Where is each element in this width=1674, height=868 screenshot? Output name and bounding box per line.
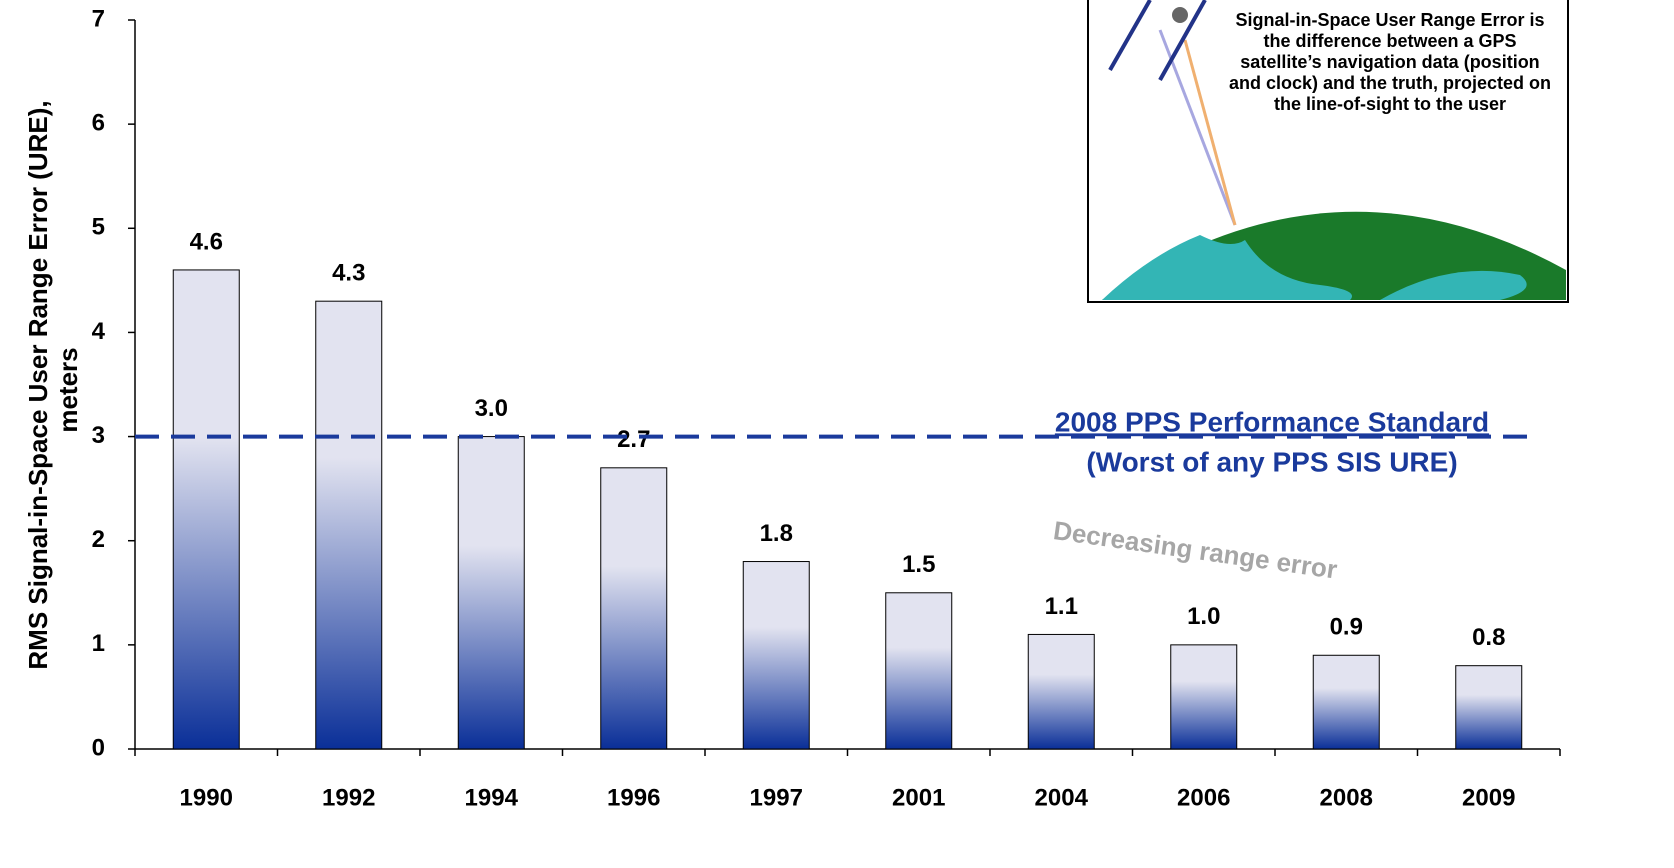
value-label: 0.8 — [1472, 624, 1505, 651]
x-tick-label: 2006 — [1177, 784, 1230, 811]
x-tick-label: 2009 — [1462, 784, 1515, 811]
bar — [316, 301, 382, 749]
value-label: 4.6 — [190, 228, 223, 255]
x-tick-label: 1996 — [607, 784, 660, 811]
y-tick-label: 1 — [92, 630, 105, 657]
value-label: 0.9 — [1330, 614, 1363, 641]
bar — [1313, 655, 1379, 749]
value-label: 1.5 — [902, 551, 935, 578]
x-tick-label: 2008 — [1320, 784, 1373, 811]
inset-text-box: Signal-in-Space User Range Error is the … — [1225, 10, 1555, 220]
value-label: 3.0 — [475, 395, 508, 422]
y-axis-label: RMS Signal-in-Space User Range Error (UR… — [23, 100, 53, 669]
x-tick-label: 1994 — [465, 784, 519, 811]
value-label: 4.3 — [332, 260, 365, 287]
x-tick-label: 2004 — [1035, 784, 1089, 811]
satellite — [1172, 7, 1188, 23]
y-tick-label: 6 — [92, 109, 105, 136]
bar — [1028, 634, 1094, 749]
y-tick-label: 2 — [92, 526, 105, 553]
inset-text: Signal-in-Space User Range Error is the … — [1225, 10, 1555, 115]
bar — [601, 468, 667, 749]
bar — [743, 562, 809, 749]
bar — [886, 593, 952, 749]
bar — [458, 437, 524, 749]
y-tick-label: 7 — [92, 5, 105, 32]
chart: Signal-in-Space User Range Error is the … — [0, 0, 1674, 868]
value-label: 2.7 — [617, 426, 650, 453]
reference-label: (Worst of any PPS SIS URE) — [1086, 446, 1457, 477]
y-tick-label: 4 — [92, 318, 106, 345]
value-label: 1.0 — [1187, 603, 1220, 630]
reference-label: 2008 PPS Performance Standard — [1055, 406, 1489, 437]
inset: Signal-in-Space User Range Error is the … — [1088, 0, 1568, 302]
value-label: 1.1 — [1045, 593, 1078, 620]
y-tick-label: 5 — [92, 214, 105, 241]
trend-annotation: Decreasing range error — [1052, 515, 1340, 585]
x-tick-label: 1990 — [180, 784, 233, 811]
y-tick-label: 0 — [92, 734, 105, 761]
x-tick-label: 1992 — [322, 784, 375, 811]
bar — [1456, 666, 1522, 749]
x-tick-label: 1997 — [750, 784, 803, 811]
y-axis-label: meters — [53, 347, 83, 432]
value-label: 1.8 — [760, 520, 793, 547]
x-tick-label: 2001 — [892, 784, 945, 811]
y-tick-label: 3 — [92, 422, 105, 449]
bar — [1171, 645, 1237, 749]
bar — [173, 270, 239, 749]
